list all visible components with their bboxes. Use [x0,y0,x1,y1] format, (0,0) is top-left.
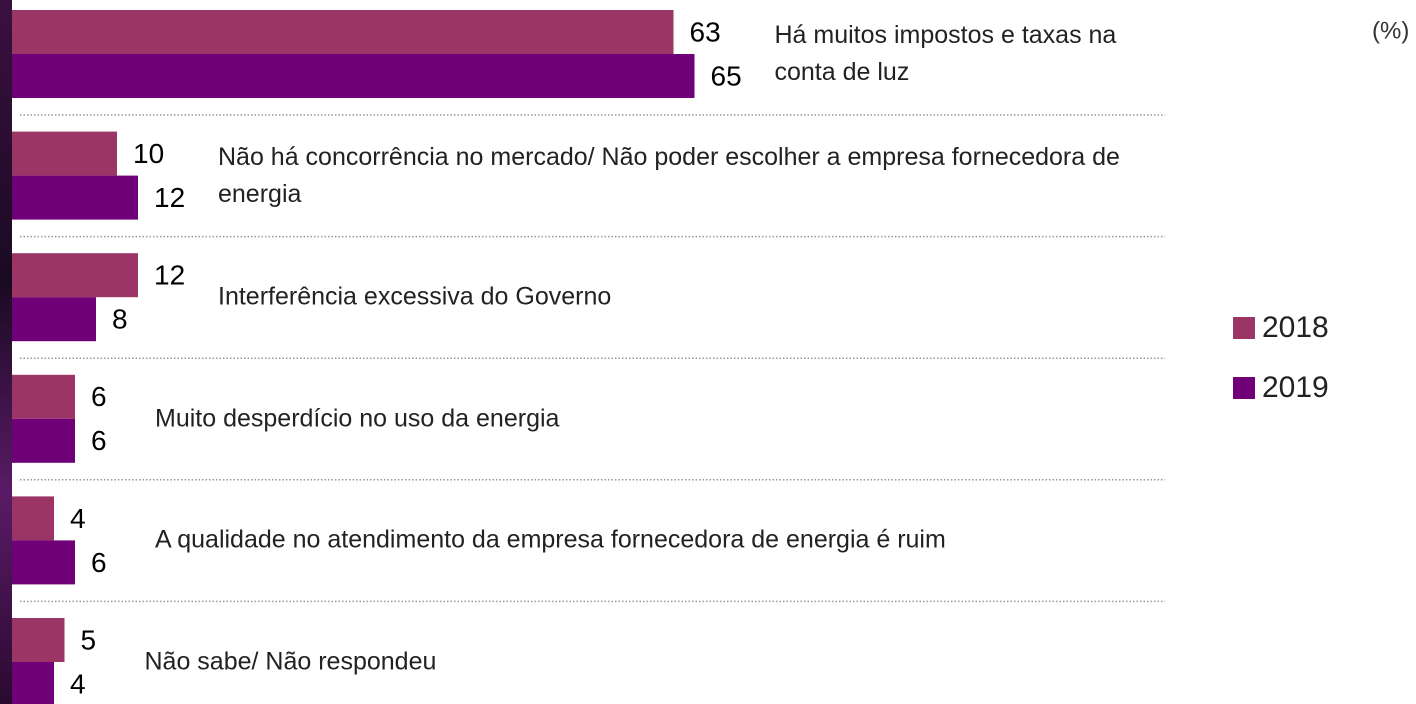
value-label: 6 [91,425,107,456]
bar [12,496,54,541]
bar [12,10,674,54]
value-label: 8 [112,304,128,335]
value-label: 4 [70,668,86,699]
category-label: Não há concorrência no mercado/ Não pode… [218,142,1120,208]
legend-label: 2018 [1262,311,1329,344]
bar [12,418,75,463]
bar [12,253,138,298]
value-label: 6 [91,547,107,578]
value-label: 63 [690,16,721,47]
bar [12,175,138,220]
unit-label: (%) [1372,17,1409,44]
value-label: 12 [154,260,185,291]
category-label: A qualidade no atendimento da empresa fo… [155,525,946,554]
bar [12,662,54,704]
bar [12,618,65,662]
legend-swatch [1233,317,1255,339]
bar [12,131,117,176]
category-label: Muito desperdício no uso da energia [155,404,560,433]
bar [12,297,96,342]
bar [12,54,695,98]
value-label: 12 [154,182,185,213]
category-label: Interferência excessiva do Governo [218,282,612,311]
category-label: Há muitos impostos e taxas na conta de l… [774,21,1117,86]
category-label: Não sabe/ Não respondeu [144,647,437,676]
value-label: 5 [81,624,97,655]
side-strip [0,0,12,704]
value-label: 10 [133,138,164,169]
bar [12,540,75,585]
legend-swatch [1233,377,1255,399]
value-label: 65 [711,60,742,91]
value-label: 6 [91,381,107,412]
legend-label: 2019 [1262,371,1329,404]
value-label: 4 [70,503,86,534]
bar [12,374,75,419]
